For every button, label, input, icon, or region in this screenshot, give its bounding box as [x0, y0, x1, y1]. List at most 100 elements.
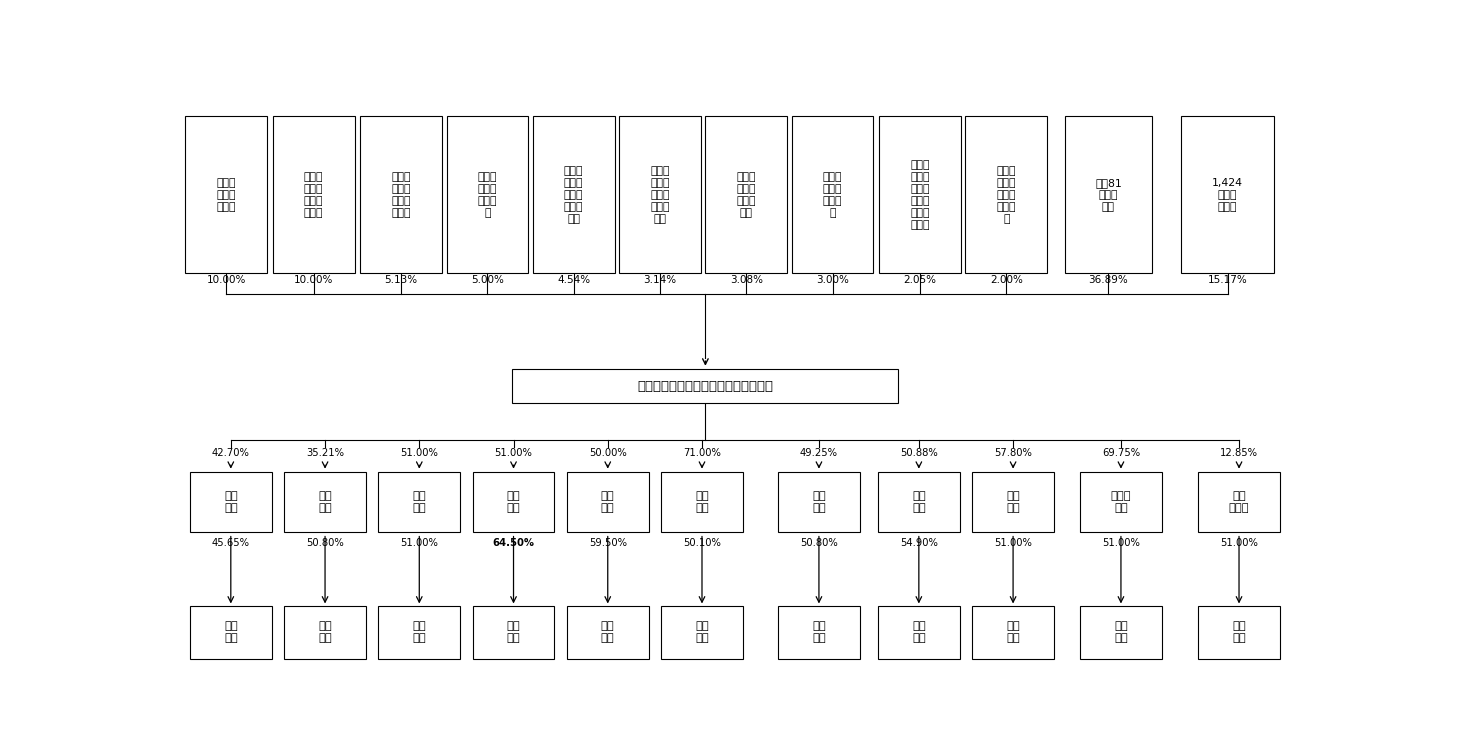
- Text: 5.00%: 5.00%: [470, 275, 504, 285]
- Text: 常平
新华: 常平 新华: [694, 621, 709, 644]
- Text: 69.75%: 69.75%: [1102, 448, 1140, 458]
- Bar: [473, 471, 554, 532]
- Bar: [965, 117, 1047, 273]
- Text: 51.00%: 51.00%: [400, 448, 438, 458]
- Text: 永登
新华: 永登 新华: [1006, 491, 1020, 513]
- Text: 阜兰
新华: 阜兰 新华: [224, 621, 237, 644]
- Bar: [447, 117, 529, 273]
- Bar: [533, 117, 615, 273]
- Bar: [706, 117, 787, 273]
- Text: 51.00%: 51.00%: [1102, 538, 1140, 548]
- Text: 北京华
安东方
投资发
展有限
公司: 北京华 安东方 投资发 展有限 公司: [564, 166, 583, 224]
- Text: 50.10%: 50.10%: [683, 538, 721, 548]
- Bar: [284, 471, 366, 532]
- Text: 马鞍山
经济技
术开发
区建设
投资有
限公司: 马鞍山 经济技 术开发 区建设 投资有 限公司: [910, 160, 930, 230]
- Text: 安徽马鞍山农村商业银行股份有限公司: 安徽马鞍山农村商业银行股份有限公司: [637, 380, 774, 392]
- Text: 马鞍山
市兴马
项目咨
询有限
公司: 马鞍山 市兴马 项目咨 询有限 公司: [650, 166, 670, 224]
- Bar: [473, 606, 554, 659]
- Bar: [190, 606, 271, 659]
- Text: 平谷
新华: 平谷 新华: [913, 621, 926, 644]
- Text: 和县
新华: 和县 新华: [507, 491, 520, 513]
- Text: 3.00%: 3.00%: [816, 275, 850, 285]
- Bar: [284, 606, 366, 659]
- Bar: [878, 471, 960, 532]
- Text: 祁门
农商行: 祁门 农商行: [1229, 491, 1250, 513]
- Text: 50.80%: 50.80%: [306, 538, 344, 548]
- Bar: [360, 117, 442, 273]
- Text: 50.00%: 50.00%: [589, 448, 627, 458]
- Text: 51.00%: 51.00%: [995, 538, 1031, 548]
- Text: 泰尔重
工股份
有限公
司: 泰尔重 工股份 有限公 司: [823, 172, 842, 218]
- Bar: [620, 117, 700, 273]
- Text: 兴国
新华: 兴国 新华: [601, 491, 615, 513]
- Text: 42.70%: 42.70%: [212, 448, 249, 458]
- Text: 长安
新华: 长安 新华: [1006, 621, 1020, 644]
- Text: 49.25%: 49.25%: [800, 448, 838, 458]
- Text: 57.80%: 57.80%: [995, 448, 1031, 458]
- Bar: [272, 117, 355, 273]
- Text: 15.17%: 15.17%: [1207, 275, 1248, 285]
- Bar: [1065, 117, 1151, 273]
- Text: 盛世达
投资有
限公司: 盛世达 投资有 限公司: [217, 178, 236, 212]
- Text: 南海
新华: 南海 新华: [601, 621, 615, 644]
- Text: 望江
新华: 望江 新华: [694, 491, 709, 513]
- Bar: [513, 369, 898, 404]
- Text: 番禺
新华: 番禺 新华: [318, 491, 333, 513]
- Text: 安徽安
联高速
公路有
限公司: 安徽安 联高速 公路有 限公司: [391, 172, 410, 218]
- Bar: [1181, 117, 1275, 273]
- Bar: [1198, 606, 1280, 659]
- Text: 大厂
新华: 大厂 新华: [812, 621, 826, 644]
- Text: 郎溪
新华: 郎溪 新华: [413, 491, 426, 513]
- Text: 10.00%: 10.00%: [207, 275, 246, 285]
- Bar: [661, 471, 743, 532]
- Bar: [778, 471, 860, 532]
- Text: 1,424
名自然
人股东: 1,424 名自然 人股东: [1212, 178, 1244, 212]
- Bar: [186, 117, 267, 273]
- Bar: [973, 471, 1053, 532]
- Text: 其他81
名法人
股东: 其他81 名法人 股东: [1094, 178, 1122, 212]
- Text: 七里河
新华: 七里河 新华: [1110, 491, 1131, 513]
- Text: 12.85%: 12.85%: [1220, 448, 1258, 458]
- Text: 51.00%: 51.00%: [495, 448, 532, 458]
- Text: 静海
新华: 静海 新华: [812, 491, 826, 513]
- Text: 54.90%: 54.90%: [900, 538, 938, 548]
- Text: 10.00%: 10.00%: [294, 275, 334, 285]
- Bar: [1198, 471, 1280, 532]
- Bar: [378, 471, 460, 532]
- Bar: [567, 471, 649, 532]
- Text: 5.13%: 5.13%: [384, 275, 418, 285]
- Text: 北京辰
博仓物
业管理
有限公
司: 北京辰 博仓物 业管理 有限公 司: [996, 166, 1017, 224]
- Text: 2.05%: 2.05%: [904, 275, 936, 285]
- Bar: [973, 606, 1053, 659]
- Text: 博兴
新华: 博兴 新华: [913, 491, 926, 513]
- Bar: [378, 606, 460, 659]
- Text: 50.80%: 50.80%: [800, 538, 838, 548]
- Text: 36.89%: 36.89%: [1088, 275, 1128, 285]
- Text: 45.65%: 45.65%: [212, 538, 251, 548]
- Text: 耀州
新华: 耀州 新华: [1113, 621, 1128, 644]
- Text: 安徽国
控资本
有限公
司: 安徽国 控资本 有限公 司: [478, 172, 497, 218]
- Text: 51.00%: 51.00%: [1220, 538, 1258, 548]
- Text: 35.21%: 35.21%: [306, 448, 344, 458]
- Text: 新会
新华: 新会 新华: [507, 621, 520, 644]
- Text: 2.00%: 2.00%: [990, 275, 1023, 285]
- Bar: [661, 606, 743, 659]
- Bar: [1080, 471, 1162, 532]
- Text: 50.88%: 50.88%: [900, 448, 938, 458]
- Text: 海兴
新华: 海兴 新华: [413, 621, 426, 644]
- Bar: [879, 117, 961, 273]
- Text: 4.54%: 4.54%: [557, 275, 590, 285]
- Text: 安徽省
皖能股
份有限
公司: 安徽省 皖能股 份有限 公司: [737, 172, 756, 218]
- Bar: [791, 117, 873, 273]
- Text: 64.50%: 64.50%: [492, 538, 535, 548]
- Bar: [190, 471, 271, 532]
- Text: 71.00%: 71.00%: [683, 448, 721, 458]
- Text: 盐山
新华: 盐山 新华: [318, 621, 333, 644]
- Text: 59.50%: 59.50%: [589, 538, 627, 548]
- Text: 3.14%: 3.14%: [643, 275, 677, 285]
- Text: 龙华
新华: 龙华 新华: [1232, 621, 1245, 644]
- Text: 3.08%: 3.08%: [730, 275, 763, 285]
- Bar: [778, 606, 860, 659]
- Bar: [878, 606, 960, 659]
- Text: 51.00%: 51.00%: [400, 538, 438, 548]
